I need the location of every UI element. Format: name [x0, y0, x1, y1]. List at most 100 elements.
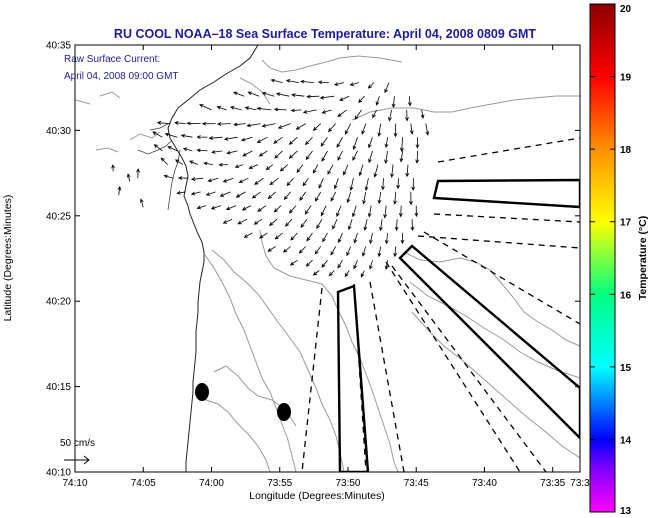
current-vector: [349, 178, 354, 191]
current-vector: [312, 123, 321, 131]
current-vector: [316, 218, 323, 229]
current-vector: [273, 107, 287, 112]
current-vector: [415, 150, 420, 164]
current-vector: [156, 120, 171, 125]
current-vector: [361, 246, 367, 257]
current-vector: [349, 82, 360, 86]
current-vector: [388, 109, 392, 122]
current-vector: [361, 123, 367, 135]
x-axis: 74:10 74:05 74:00 73:55 73:50 73:45 73:40 73:35…: [62, 45, 590, 489]
current-vector: [160, 157, 169, 165]
current-vector: [291, 93, 305, 98]
current-vector: [240, 136, 253, 142]
current-vector: [207, 177, 219, 183]
current-vector: [222, 218, 233, 224]
current-vector: [327, 123, 336, 133]
current-vector: [167, 146, 178, 152]
current-vector: [379, 219, 383, 232]
current-vector: [189, 160, 198, 165]
current-vector: [337, 150, 343, 161]
current-vector: [336, 137, 343, 149]
current-vector: [267, 191, 276, 200]
current-vector: [369, 232, 373, 245]
colorbar-tick-label: 15: [620, 363, 632, 374]
radial-dashed-lines: [301, 137, 580, 472]
x-tick-label: 73:35: [540, 478, 565, 489]
current-vector: [399, 137, 404, 153]
current-vector: [405, 164, 410, 178]
y-axis-label: Latitude (Degrees:Minutes): [2, 195, 14, 322]
current-vector: [265, 164, 274, 171]
current-vector: [296, 164, 304, 174]
current-vector: [398, 205, 403, 218]
current-vector: [321, 109, 332, 114]
current-vector: [283, 191, 291, 201]
current-vector: [269, 177, 279, 186]
current-vector: [163, 174, 174, 179]
x-tick-label: 74:10: [62, 478, 87, 489]
coverage-beams: [336, 178, 580, 472]
current-vector: [270, 78, 283, 83]
current-vector: [290, 232, 298, 241]
current-vector: [304, 205, 312, 215]
current-vector: [358, 164, 364, 177]
current-vector: [321, 150, 328, 162]
current-vector: [237, 218, 248, 225]
current-vector: [251, 191, 261, 199]
x-tick-label: 73:3: [570, 478, 590, 489]
current-vector: [288, 150, 298, 159]
current-vector: [317, 80, 329, 85]
current-vector: [279, 164, 289, 172]
current-vector: [242, 150, 253, 157]
current-vector: [373, 164, 379, 178]
current-vector: [377, 246, 382, 258]
current-vector: [364, 178, 369, 192]
current-vector: [199, 104, 212, 111]
current-vector: [205, 191, 216, 196]
current-vector: [247, 91, 260, 97]
current-vector: [233, 122, 246, 127]
colorbar-tick-label: 16: [620, 290, 632, 301]
current-vector: [368, 137, 373, 149]
current-vector: [344, 270, 350, 278]
current-vector: [174, 159, 184, 165]
current-vector: [299, 191, 307, 201]
current-vector: [274, 150, 283, 159]
current-vector: [315, 191, 322, 202]
y-tick-label: 40:20: [46, 297, 71, 308]
current-vector: [257, 205, 267, 212]
current-vector: [369, 260, 373, 270]
current-vector: [320, 136, 328, 147]
current-vector: [218, 162, 228, 167]
current-vector: [177, 176, 189, 180]
current-vector: [243, 232, 253, 238]
current-vector: [282, 246, 291, 253]
current-vector: [238, 177, 249, 183]
colorbar-tick-label: 19: [620, 73, 632, 84]
current-vectors: [111, 78, 430, 278]
current-vector: [259, 232, 268, 239]
current-vector: [117, 185, 122, 196]
current-vector: [384, 232, 389, 245]
current-vector: [230, 106, 242, 111]
current-vector: [362, 191, 367, 205]
current-vector: [211, 150, 223, 154]
current-vector: [305, 259, 313, 267]
current-vector: [411, 178, 416, 191]
current-vector: [399, 150, 404, 163]
current-vector: [407, 96, 412, 107]
current-vector: [126, 173, 131, 182]
scale-arrow-label: 50 cm/s: [60, 438, 95, 449]
current-vector: [409, 123, 414, 135]
current-vector: [298, 246, 306, 254]
current-vector: [256, 136, 268, 143]
current-vector: [180, 134, 193, 138]
current-vector: [333, 178, 339, 190]
current-vector: [222, 177, 234, 183]
current-vector: [372, 109, 377, 119]
current-vector: [319, 95, 335, 100]
current-vector: [174, 121, 186, 125]
current-vector: [312, 270, 320, 276]
current-vector: [182, 147, 193, 152]
